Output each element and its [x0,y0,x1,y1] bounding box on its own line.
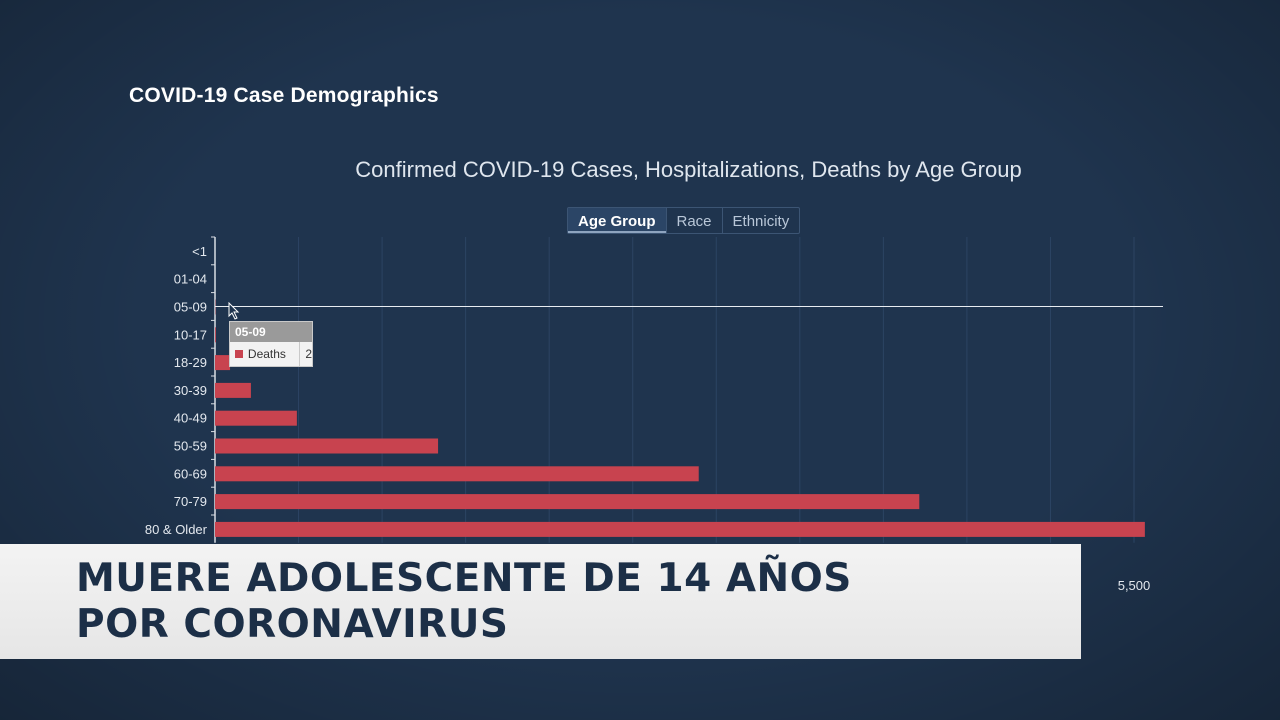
banner-headline-line1: MUERE ADOLESCENTE DE 14 AÑOS [76,556,852,601]
y-tick-label: 70-79 [174,494,207,509]
bar-deaths [215,355,231,371]
bar-deaths [215,521,1145,537]
y-tick-label: <1 [192,244,207,259]
bar-deaths [215,410,297,426]
section-title: COVID-19 Case Demographics [129,84,439,107]
tooltip-row: Deaths 2 [230,342,312,366]
tab-age-group[interactable]: Age Group [568,208,666,233]
y-tick-label: 18-29 [174,355,207,370]
y-tick-label: 05-09 [174,300,207,315]
y-tick-label: 80 & Older [145,522,208,537]
news-lower-third-banner [0,544,1081,659]
tooltip-series-swatch [235,350,243,358]
y-tick-label: 60-69 [174,466,207,481]
tooltip-title: 05-09 [230,322,312,342]
y-tick-label: 40-49 [174,411,207,426]
tab-ethnicity[interactable]: Ethnicity [721,208,800,233]
tooltip-series-label: Deaths [248,342,301,366]
tooltip-series-value: 2 [305,347,312,361]
bar-deaths [215,438,439,454]
chart-tabs: Age Group Race Ethnicity [567,207,801,234]
chart-tooltip: 05-09 Deaths 2 [229,321,313,367]
mouse-pointer-icon [228,302,240,320]
y-tick-label: 01-04 [174,272,207,287]
x-tick-label: 5,500 [1118,578,1151,593]
y-tick-label: 50-59 [174,439,207,454]
banner-headline-line2: POR CORONAVIRUS [76,602,509,647]
bar-deaths [215,466,699,482]
chart-title: Confirmed COVID-19 Cases, Hospitalizatio… [355,157,1022,182]
bar-deaths [215,327,216,343]
bar-deaths [215,382,251,398]
bar-deaths [215,494,920,510]
y-tick-label: 30-39 [174,383,207,398]
tab-race[interactable]: Race [665,208,722,233]
y-tick-label: 10-17 [174,327,207,342]
